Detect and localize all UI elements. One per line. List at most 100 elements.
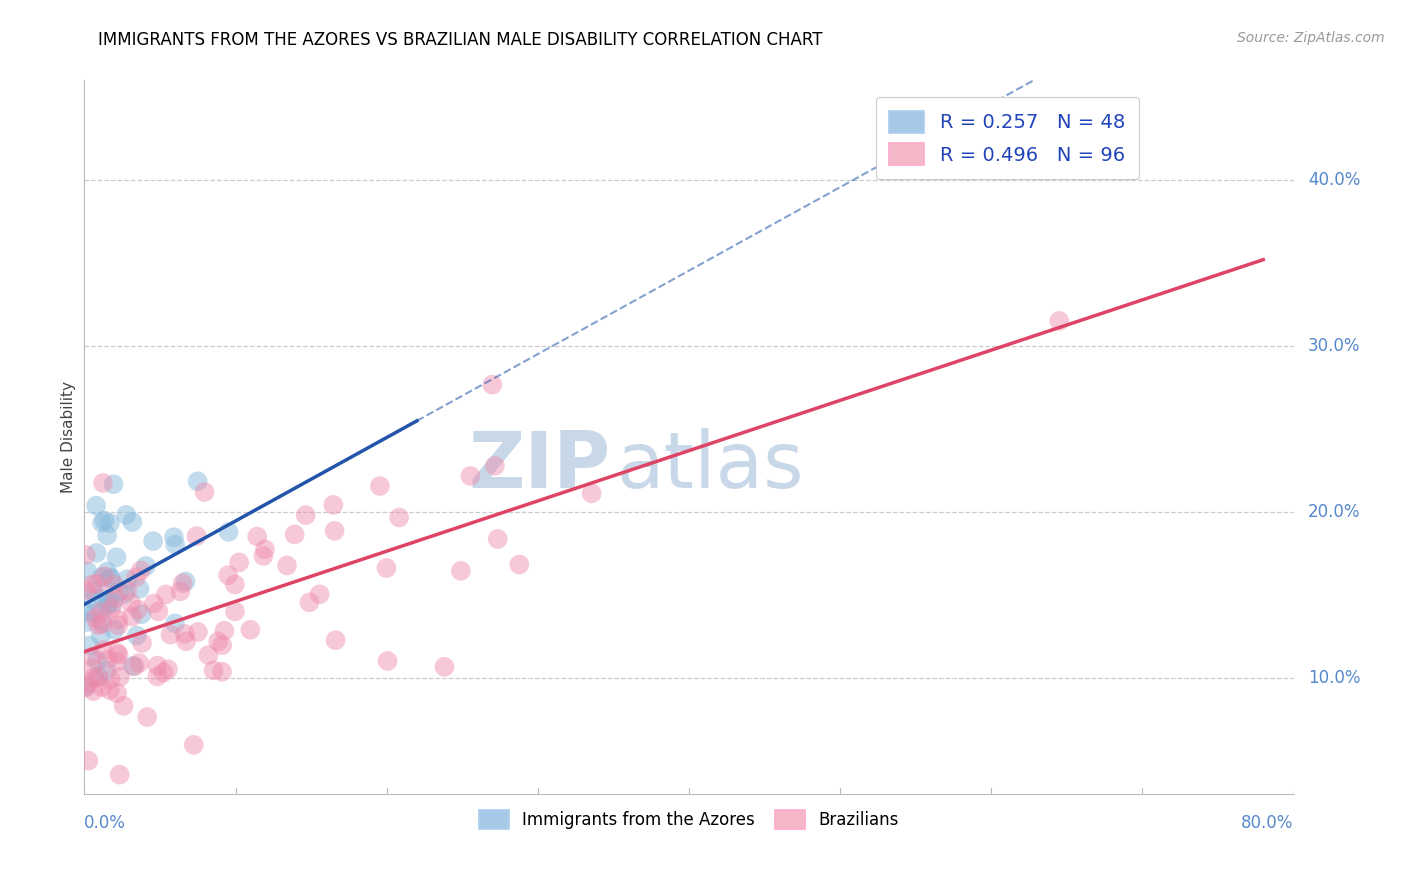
Point [152, 665, 174, 680]
Point [107, 618, 129, 632]
Point [136, 710, 159, 724]
Point [87, 618, 110, 632]
Point [207, 634, 229, 648]
Point [246, 529, 269, 543]
Point [187, 624, 209, 639]
Point [87, 669, 110, 683]
Point [84, 499, 107, 513]
Point [375, 561, 398, 575]
Point [298, 595, 321, 609]
Point [97, 593, 120, 607]
Point [82, 577, 104, 591]
Point [97, 598, 120, 612]
Point [75, 681, 97, 695]
Point [217, 568, 239, 582]
Point [322, 498, 344, 512]
Point [155, 587, 177, 601]
Text: IMMIGRANTS FROM THE AZORES VS BRAZILIAN MALE DISABILITY CORRELATION CHART: IMMIGRANTS FROM THE AZORES VS BRAZILIAN … [98, 31, 823, 49]
Point [581, 486, 603, 500]
Point [218, 524, 240, 539]
Point [114, 587, 136, 601]
Point [228, 555, 250, 569]
Point [98, 516, 121, 530]
Point [124, 659, 146, 673]
Point [125, 629, 148, 643]
Point [450, 564, 472, 578]
Point [172, 576, 194, 591]
Point [80, 649, 103, 664]
Point [107, 613, 129, 627]
Y-axis label: Male Disability: Male Disability [60, 381, 76, 493]
Point [86, 546, 108, 560]
Text: atlas: atlas [616, 427, 804, 504]
Point [508, 558, 530, 572]
Point [75, 680, 97, 694]
Point [105, 646, 128, 660]
Point [100, 672, 122, 686]
Point [202, 663, 225, 677]
Point [91, 643, 114, 657]
Legend: Immigrants from the Azores, Brazilians: Immigrants from the Azores, Brazilians [470, 800, 908, 839]
Point [169, 584, 191, 599]
Point [82, 661, 104, 675]
Point [86, 576, 108, 591]
Point [108, 584, 131, 599]
Point [122, 659, 145, 673]
Point [128, 656, 150, 670]
Point [91, 616, 114, 631]
Point [284, 527, 307, 541]
Point [128, 582, 150, 596]
Point [211, 665, 233, 679]
Point [91, 516, 114, 530]
Point [252, 549, 274, 563]
Point [294, 508, 316, 522]
Point [460, 469, 482, 483]
Point [197, 648, 219, 662]
Point [83, 670, 105, 684]
Point [174, 634, 197, 648]
Point [105, 655, 128, 669]
Point [90, 629, 112, 643]
Point [433, 660, 456, 674]
Point [93, 514, 115, 528]
Point [112, 698, 135, 713]
Point [146, 658, 169, 673]
Point [77, 754, 100, 768]
Point [90, 570, 112, 584]
Point [148, 604, 170, 618]
Text: ZIP: ZIP [468, 427, 610, 504]
Text: 20.0%: 20.0% [1308, 503, 1361, 521]
Point [117, 572, 139, 586]
Point [127, 602, 149, 616]
Point [142, 534, 165, 549]
Point [98, 683, 121, 698]
Point [76, 564, 98, 578]
Point [82, 593, 104, 607]
Point [377, 654, 399, 668]
Point [276, 558, 298, 573]
Text: 30.0%: 30.0% [1308, 337, 1361, 355]
Point [108, 670, 131, 684]
Point [90, 613, 112, 627]
Point [156, 662, 179, 676]
Point [91, 680, 114, 694]
Point [135, 559, 157, 574]
Point [77, 676, 100, 690]
Point [121, 515, 143, 529]
Point [131, 636, 153, 650]
Point [97, 653, 120, 667]
Point [100, 570, 122, 584]
Point [115, 508, 138, 522]
Point [107, 648, 129, 662]
Point [159, 628, 181, 642]
Point [87, 670, 110, 684]
Point [165, 537, 187, 551]
Point [97, 597, 120, 611]
Point [186, 529, 208, 543]
Point [93, 569, 115, 583]
Point [101, 596, 124, 610]
Point [211, 638, 233, 652]
Point [308, 587, 330, 601]
Point [193, 485, 215, 500]
Point [481, 377, 503, 392]
